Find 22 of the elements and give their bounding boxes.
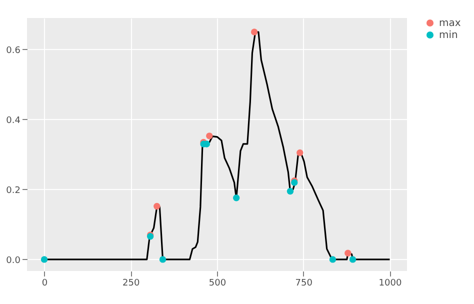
legend-label: max xyxy=(439,18,461,29)
x-tick-label: 750 xyxy=(295,278,313,288)
point xyxy=(286,188,294,195)
y-tick-label: 0.4 xyxy=(6,116,21,126)
point xyxy=(159,256,166,263)
point xyxy=(250,28,258,36)
y-tick-label: 0.0 xyxy=(6,256,21,266)
point xyxy=(344,250,352,256)
point xyxy=(154,202,160,210)
x-tick-label: 1000 xyxy=(378,278,402,288)
y-tick-label: 0.2 xyxy=(6,186,20,196)
legend-label: min xyxy=(439,30,458,41)
y-tick-label: 0.6 xyxy=(6,46,21,56)
point xyxy=(349,256,356,263)
x-tick-label: 500 xyxy=(208,278,226,288)
x-tick-label: 250 xyxy=(122,278,140,288)
point xyxy=(206,132,213,140)
x-tick-label: 0 xyxy=(42,278,48,288)
point xyxy=(296,149,304,156)
point xyxy=(40,256,48,263)
point xyxy=(232,194,240,202)
point xyxy=(329,256,336,263)
